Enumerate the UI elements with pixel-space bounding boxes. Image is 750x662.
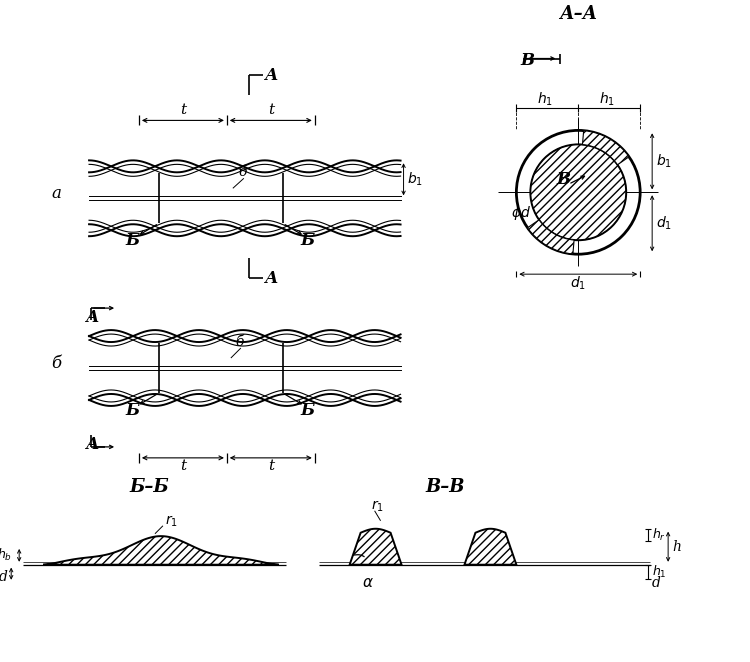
Text: А: А — [86, 309, 100, 326]
Polygon shape — [464, 529, 517, 565]
Text: б: б — [236, 335, 244, 349]
Text: $b_1$: $b_1$ — [406, 171, 422, 188]
Text: t: t — [268, 459, 274, 473]
Text: $\alpha$: $\alpha$ — [362, 576, 374, 590]
Text: $h_1$: $h_1$ — [537, 91, 554, 108]
Text: h: h — [672, 540, 681, 553]
Text: Б: Б — [301, 402, 315, 419]
Text: $h_b$: $h_b$ — [0, 547, 12, 563]
Polygon shape — [44, 536, 279, 565]
Text: $h_r$: $h_r$ — [652, 527, 666, 543]
Text: А–А: А–А — [560, 5, 598, 23]
Text: $d_1$: $d_1$ — [656, 214, 672, 232]
Text: В–В: В–В — [426, 478, 465, 496]
Text: $\phi d$: $\phi d$ — [512, 205, 532, 222]
Text: а: а — [51, 185, 61, 203]
Text: В: В — [556, 171, 570, 188]
Text: $d_1$: $d_1$ — [570, 274, 586, 291]
Text: d: d — [652, 576, 661, 590]
Wedge shape — [527, 220, 574, 254]
Text: $h_1$: $h_1$ — [599, 91, 615, 108]
Wedge shape — [583, 130, 629, 165]
Text: б: б — [238, 166, 248, 179]
Text: А: А — [86, 436, 100, 453]
Text: $b_1$: $b_1$ — [656, 153, 672, 170]
Polygon shape — [350, 529, 401, 565]
Text: В: В — [520, 52, 534, 70]
Text: б: б — [51, 355, 62, 372]
Text: $r_1$: $r_1$ — [370, 498, 383, 514]
Text: $h_1$: $h_1$ — [652, 563, 667, 580]
Text: Б: Б — [301, 232, 315, 249]
Text: t: t — [180, 459, 186, 473]
Text: t: t — [180, 103, 186, 117]
Text: А: А — [265, 68, 278, 85]
Text: А: А — [265, 270, 278, 287]
Circle shape — [530, 144, 626, 240]
Text: t: t — [268, 103, 274, 117]
Text: d: d — [0, 570, 8, 584]
Text: Б: Б — [125, 402, 140, 419]
Text: Б: Б — [125, 232, 140, 249]
Text: Б–Б: Б–Б — [129, 478, 169, 496]
Text: $r_1$: $r_1$ — [165, 514, 178, 529]
